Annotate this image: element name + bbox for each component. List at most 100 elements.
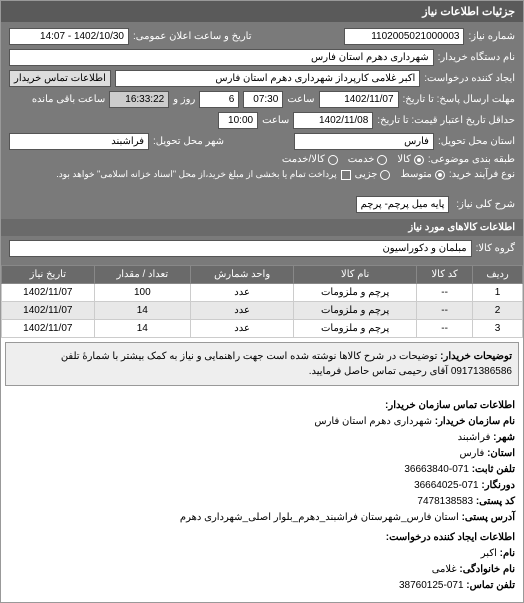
- countdown-field: 16:33:22: [109, 91, 169, 108]
- items-table: ردیف کد کالا نام کالا واحد شمارش تعداد /…: [1, 265, 523, 338]
- radio-proc-small[interactable]: جزیی: [355, 169, 391, 180]
- col-unit: واحد شمارش: [190, 266, 293, 284]
- c-lname-label: نام خانوادگی:: [459, 564, 515, 575]
- c-addr-label: آدرس پستی:: [462, 512, 515, 523]
- radio-service[interactable]: خدمت: [348, 154, 388, 165]
- contact-title: اطلاعات تماس سازمان خریدار:: [9, 398, 515, 414]
- table-cell: --: [417, 284, 473, 302]
- treasury-checkbox[interactable]: [341, 170, 351, 180]
- table-cell: 1402/11/07: [2, 302, 95, 320]
- province-field: فارس: [294, 133, 434, 150]
- table-cell: عدد: [190, 302, 293, 320]
- radio-goods-label: کالا: [397, 154, 411, 165]
- radio-dot-icon: [328, 155, 338, 165]
- table-cell: 100: [94, 284, 190, 302]
- announce-label: تاریخ و ساعت اعلان عمومی:: [133, 31, 252, 42]
- valid-date-field: 1402/11/08: [293, 112, 373, 129]
- req-no-label: شماره نیاز:: [468, 31, 515, 42]
- c-cphone: 071-38760125: [399, 580, 464, 591]
- valid-label: حداقل تاریخ اعتبار قیمت: تا تاریخ:: [377, 115, 515, 126]
- c-province-label: استان:: [487, 448, 515, 459]
- process-radio-group: متوسط جزیی: [355, 169, 445, 180]
- type-radio-group: کالا خدمت کالا/خدمت: [282, 154, 424, 165]
- table-cell: 14: [94, 320, 190, 338]
- c-city-label: شهر:: [493, 432, 515, 443]
- c-addr: استان فارس_شهرستان فراشبند_دهرم_بلوار اص…: [180, 512, 459, 523]
- group-field: مبلمان و دکوراسیون: [9, 240, 472, 257]
- deadline-time-field: 07:30: [243, 91, 283, 108]
- details-panel: جزئیات اطلاعات نیاز شماره نیاز: 11020050…: [0, 0, 524, 603]
- process-label: نوع فرآیند خرید:: [449, 169, 515, 180]
- group-label: گروه کالا:: [476, 243, 515, 254]
- creator-label: ایجاد کننده درخواست:: [424, 73, 515, 84]
- c-org-label: نام سازمان خریدار:: [435, 416, 515, 427]
- c-fax: 071-36664025: [414, 480, 479, 491]
- table-row[interactable]: 2--پرچم و ملزوماتعدد141402/11/07: [2, 302, 523, 320]
- c-name: اکبر: [481, 548, 497, 559]
- col-qty: تعداد / مقدار: [94, 266, 190, 284]
- table-row[interactable]: 1--پرچم و ملزوماتعدد1001402/11/07: [2, 284, 523, 302]
- buyer-org-label: نام دستگاه خریدار:: [438, 52, 515, 63]
- radio-both-label: کالا/خدمت: [282, 154, 325, 165]
- table-cell: عدد: [190, 320, 293, 338]
- c-cphone-label: تلفن تماس:: [466, 580, 515, 591]
- time-label-1: ساعت: [287, 94, 314, 105]
- table-cell: 3: [473, 320, 523, 338]
- type-label: طبقه بندی موضوعی:: [428, 154, 515, 165]
- province-label: استان محل تحویل:: [438, 136, 515, 147]
- announce-field: 1402/10/30 - 14:07: [9, 28, 129, 45]
- table-cell: پرچم و ملزومات: [294, 320, 417, 338]
- items-section-title: اطلاعات کالاهای مورد نیاز: [1, 219, 523, 236]
- col-row: ردیف: [473, 266, 523, 284]
- radio-proc-small-label: جزیی: [355, 169, 378, 180]
- col-date: تاریخ نیاز: [2, 266, 95, 284]
- table-cell: پرچم و ملزومات: [294, 284, 417, 302]
- creator-field: اکبر غلامی کارپرداز شهرداری دهرم استان ف…: [115, 70, 420, 87]
- summary-label: شرح کلی نیاز:: [456, 199, 515, 210]
- contact-button[interactable]: اطلاعات تماس خریدار: [9, 70, 111, 87]
- city-label: شهر محل تحویل:: [153, 136, 224, 147]
- c-postal-label: کد پستی:: [476, 496, 515, 507]
- c-phone: 071-36663840: [404, 464, 469, 475]
- req-no-field: 1102005021000003: [344, 28, 464, 45]
- summary-field: پایه میل پرچم- پرچم: [356, 196, 450, 213]
- buyer-note-box: توضیحات خریدار: توضیحات در شرح کالاها نو…: [5, 342, 519, 386]
- proc-note: پرداخت تمام یا بخشی از مبلغ خرید،از محل …: [56, 169, 336, 180]
- radio-proc-med-label: متوسط: [400, 169, 431, 180]
- deadline-date-field: 1402/11/07: [319, 91, 399, 108]
- radio-both[interactable]: کالا/خدمت: [282, 154, 338, 165]
- table-cell: عدد: [190, 284, 293, 302]
- c-phone-label: تلفن ثابت:: [472, 464, 515, 475]
- countdown-label: ساعت باقی مانده: [32, 94, 105, 105]
- deadline-label: مهلت ارسال پاسخ: تا تاریخ:: [403, 94, 515, 105]
- table-cell: 14: [94, 302, 190, 320]
- radio-goods[interactable]: کالا: [397, 154, 424, 165]
- c-postal: 7478138583: [417, 496, 473, 507]
- contact-block: اطلاعات تماس سازمان خریدار: نام سازمان خ…: [1, 390, 523, 602]
- creator-title: اطلاعات ایجاد کننده درخواست:: [9, 530, 515, 546]
- c-org: شهرداری دهرم استان فارس: [314, 416, 432, 427]
- radio-dot-icon: [377, 155, 387, 165]
- panel-title: جزئیات اطلاعات نیاز: [1, 1, 523, 22]
- buyer-note-label: توضیحات خریدار:: [440, 351, 512, 362]
- c-province: فارس: [459, 448, 484, 459]
- city-field: فراشبند: [9, 133, 149, 150]
- radio-service-label: خدمت: [348, 154, 375, 165]
- days-label: روز و: [173, 94, 195, 105]
- buyer-org-field: شهرداری دهرم استان فارس: [9, 49, 434, 66]
- c-lname: غلامی: [432, 564, 457, 575]
- col-name: نام کالا: [294, 266, 417, 284]
- form-area: شماره نیاز: 1102005021000003 تاریخ و ساع…: [1, 22, 523, 190]
- valid-time-field: 10:00: [218, 112, 258, 129]
- table-cell: 1402/11/07: [2, 320, 95, 338]
- col-code: کد کالا: [417, 266, 473, 284]
- table-cell: 1: [473, 284, 523, 302]
- days-remain-field: 6: [199, 91, 239, 108]
- table-cell: 2: [473, 302, 523, 320]
- radio-proc-med[interactable]: متوسط: [400, 169, 444, 180]
- table-row[interactable]: 3--پرچم و ملزوماتعدد141402/11/07: [2, 320, 523, 338]
- table-cell: پرچم و ملزومات: [294, 302, 417, 320]
- radio-dot-icon: [380, 170, 390, 180]
- c-name-label: نام:: [500, 548, 515, 559]
- radio-dot-icon: [414, 155, 424, 165]
